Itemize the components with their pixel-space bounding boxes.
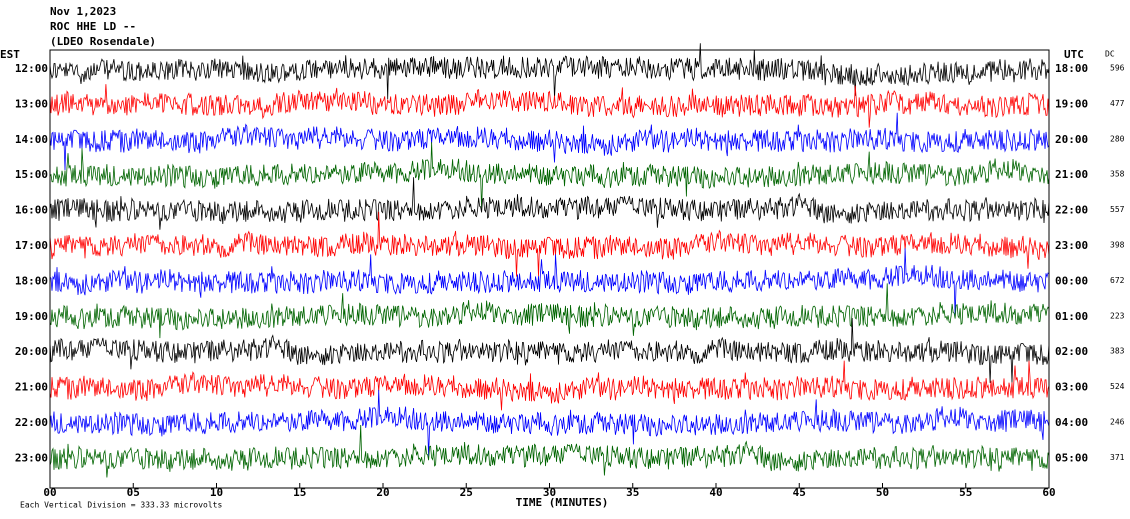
utc-label: 00:00: [1055, 274, 1088, 287]
dc-value: 398: [1110, 241, 1125, 250]
trace: [49, 248, 1050, 316]
est-label: 17:00: [15, 239, 48, 252]
dc-value: 371: [1110, 453, 1125, 462]
x-tick-label: 35: [626, 486, 639, 499]
trace: [49, 177, 1050, 230]
utc-label: 18:00: [1055, 62, 1088, 75]
dc-value: 596: [1110, 64, 1125, 73]
utc-label: 03:00: [1055, 381, 1088, 394]
x-tick-label: 05: [127, 486, 140, 499]
trace: [49, 211, 1050, 277]
dc-value: 477: [1110, 99, 1125, 108]
dc-value: 358: [1110, 170, 1125, 179]
x-axis-label: TIME (MINUTES): [516, 496, 609, 509]
dc-value: 383: [1110, 347, 1125, 356]
x-tick-label: 55: [959, 486, 972, 499]
trace: [49, 142, 1050, 210]
est-label: 19:00: [15, 310, 48, 323]
utc-label: 20:00: [1055, 133, 1088, 146]
left-axis-label: EST: [0, 48, 20, 61]
dc-value: 524: [1110, 382, 1125, 391]
est-label: 23:00: [15, 451, 48, 464]
x-tick-label: 15: [293, 486, 306, 499]
trace: [49, 112, 1050, 171]
traces: [49, 43, 1050, 478]
dc-value: 223: [1110, 311, 1125, 320]
est-label: 13:00: [15, 97, 48, 110]
utc-label: 22:00: [1055, 204, 1088, 217]
trace: [49, 43, 1050, 100]
dc-label: DC: [1105, 50, 1115, 59]
trace: [49, 360, 1050, 411]
station: (LDEO Rosendale): [50, 35, 156, 48]
est-label: 20:00: [15, 345, 48, 358]
est-label: 16:00: [15, 204, 48, 217]
x-tick-label: 10: [210, 486, 223, 499]
trace: [49, 317, 1050, 383]
x-tick-label: 25: [460, 486, 473, 499]
est-label: 14:00: [15, 133, 48, 146]
x-tick-label: 30: [543, 486, 556, 499]
utc-label: 04:00: [1055, 416, 1088, 429]
est-label: 18:00: [15, 274, 48, 287]
dc-value: 557: [1110, 205, 1125, 214]
utc-label: 21:00: [1055, 168, 1088, 181]
trace: [49, 424, 1050, 478]
footer: Each Vertical Division = 333.33 microvol…: [20, 501, 222, 510]
dc-value: 280: [1110, 134, 1125, 143]
right-axis-label: UTC: [1064, 48, 1084, 61]
trace: [49, 389, 1050, 458]
trace: [49, 283, 1050, 339]
x-tick-label: 20: [376, 486, 389, 499]
dc-value: 246: [1110, 418, 1125, 427]
trace: [49, 84, 1050, 128]
utc-label: 02:00: [1055, 345, 1088, 358]
utc-label: 05:00: [1055, 451, 1088, 464]
title: Nov 1,2023: [50, 5, 116, 18]
x-tick-label: 60: [1042, 486, 1055, 499]
subtitle: ROC HHE LD --: [50, 20, 136, 33]
est-label: 21:00: [15, 381, 48, 394]
utc-label: 19:00: [1055, 97, 1088, 110]
est-label: 12:00: [15, 62, 48, 75]
est-label: 15:00: [15, 168, 48, 181]
utc-label: 23:00: [1055, 239, 1088, 252]
est-label: 22:00: [15, 416, 48, 429]
x-tick-label: 50: [876, 486, 889, 499]
x-tick-label: 40: [709, 486, 722, 499]
utc-label: 01:00: [1055, 310, 1088, 323]
dc-value: 672: [1110, 276, 1125, 285]
x-tick-label: 45: [793, 486, 806, 499]
x-tick-label: 00: [43, 486, 56, 499]
